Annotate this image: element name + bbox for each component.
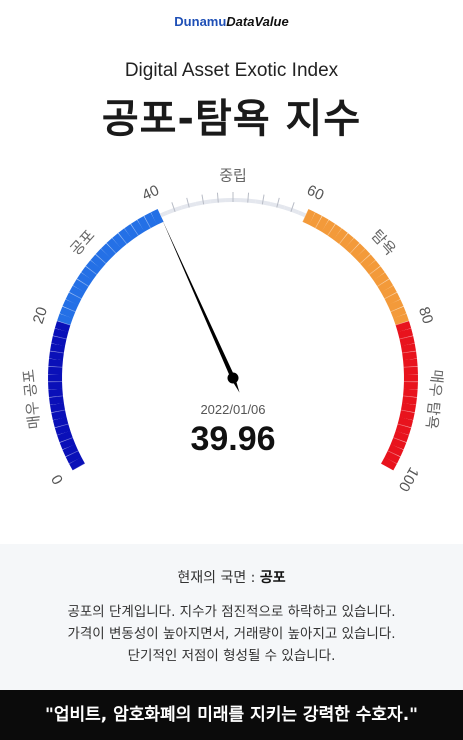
phase-description: 공포의 단계입니다. 지수가 점진적으로 하락하고 있습니다. 가격이 변동성이… <box>0 601 463 667</box>
gauge-tick-label: 100 <box>395 464 422 494</box>
gauge-segment <box>62 323 64 330</box>
gauge-segment <box>196 202 203 203</box>
phase-description-line: 공포의 단계입니다. 지수가 점진적으로 하락하고 있습니다. <box>0 601 463 623</box>
gauge-segment <box>55 359 56 366</box>
gauge-segment <box>410 389 411 396</box>
footer-slogan: "업비트, 암호화폐의 미래를 지키는 강력한 수호자." <box>0 690 463 740</box>
gauge-segment <box>69 302 72 309</box>
gauge-tick-label: 20 <box>30 305 51 326</box>
gauge-segment <box>248 201 255 202</box>
gauge-segment <box>58 337 60 344</box>
phase-description-line: 단기적인 저점이 형성될 수 있습니다. <box>0 645 463 667</box>
gauge-segment <box>117 239 123 244</box>
gauge-segment <box>263 202 270 203</box>
gauge-segment <box>370 265 375 271</box>
gauge-segment <box>299 212 306 215</box>
gauge-segment <box>344 239 350 244</box>
gauge-segment <box>154 215 161 218</box>
gauge-segment <box>83 276 87 282</box>
gauge-segment <box>305 215 312 218</box>
gauge-segment <box>332 230 338 234</box>
gauge-segment <box>383 283 387 289</box>
gauge-tick-label: 0 <box>48 471 67 487</box>
gauge-segment <box>394 302 397 309</box>
gauge-segment <box>203 201 210 202</box>
gauge-segment <box>122 234 128 239</box>
gauge-segment <box>128 230 134 234</box>
gauge-segment <box>87 270 91 276</box>
gauge-segment <box>338 234 344 239</box>
gauge-segment <box>255 201 262 202</box>
gauge-segment <box>400 316 402 323</box>
gauge-segment <box>55 389 56 396</box>
gauge-segment <box>75 289 79 296</box>
gauge-segment <box>79 283 83 289</box>
gauge-segment <box>312 219 319 222</box>
index-value: 39.96 <box>0 420 463 459</box>
gauge-segment <box>355 248 360 253</box>
gauge-segment <box>391 296 394 303</box>
gauge-zone-label: 공포 <box>67 226 99 259</box>
gauge-segment <box>60 330 62 337</box>
gauge-segment <box>375 270 379 276</box>
gauge-zone-label: 탐욕 <box>368 226 400 259</box>
current-phase-label: 현재의 국면 : <box>177 570 259 586</box>
index-date: 2022/01/06 <box>0 402 463 417</box>
gauge-tick-label: 80 <box>415 305 436 326</box>
current-phase: 현재의 국면 : 공포 <box>0 567 463 587</box>
gauge-segment <box>174 208 181 210</box>
gauge-segment <box>91 265 96 271</box>
gauge-segment <box>96 259 101 265</box>
gauge-segment <box>387 289 391 296</box>
gauge-segment <box>319 222 325 226</box>
gauge-segment <box>57 345 58 352</box>
gauge-segment <box>64 316 66 323</box>
gauge-segment <box>75 460 79 467</box>
gauge-needle-pivot <box>228 373 239 384</box>
gauge-tick-label: 60 <box>304 182 326 204</box>
gauge-segment <box>349 243 355 248</box>
gauge-segment <box>379 276 383 282</box>
gauge-segment <box>404 330 406 337</box>
gauge-zone-label: 중립 <box>219 167 247 185</box>
gauge-segment <box>167 210 174 213</box>
phase-description-line: 가격이 변동성이 높아지면서, 거래량이 높아지고 있습니다. <box>0 623 463 645</box>
gauge-segment <box>277 206 284 208</box>
gauge-segment <box>387 460 391 467</box>
gauge-segment <box>211 201 218 202</box>
current-phase-value: 공포 <box>260 570 286 586</box>
gauge-segment <box>161 212 168 215</box>
gauge-segment <box>66 309 69 316</box>
gauge-segment <box>134 226 140 230</box>
gauge-segment <box>292 210 299 213</box>
gauge-segment <box>365 259 370 265</box>
gauge-segment <box>325 226 331 230</box>
gauge-segment <box>182 206 189 208</box>
gauge-segment <box>56 352 57 359</box>
gauge-segment <box>360 253 365 258</box>
gauge-tick-label: 40 <box>140 182 162 204</box>
gauge-segment <box>284 208 291 210</box>
gauge-segment <box>408 345 409 352</box>
gauge-segment <box>270 204 277 206</box>
gauge-segment <box>189 204 196 206</box>
gauge-segment <box>106 248 111 253</box>
gauge-segment <box>409 352 410 359</box>
gauge-segment <box>72 296 75 303</box>
gauge-segment <box>397 309 400 316</box>
gauge-segment <box>402 323 404 330</box>
phase-info-panel: 현재의 국면 : 공포 공포의 단계입니다. 지수가 점진적으로 하락하고 있습… <box>0 544 463 690</box>
gauge-segment <box>410 359 411 366</box>
gauge-segment <box>101 253 106 258</box>
gauge-segment <box>147 219 154 222</box>
gauge-segment <box>111 243 117 248</box>
gauge-segment <box>141 222 147 226</box>
gauge-segment <box>406 337 408 344</box>
gauge-needle <box>162 219 240 392</box>
